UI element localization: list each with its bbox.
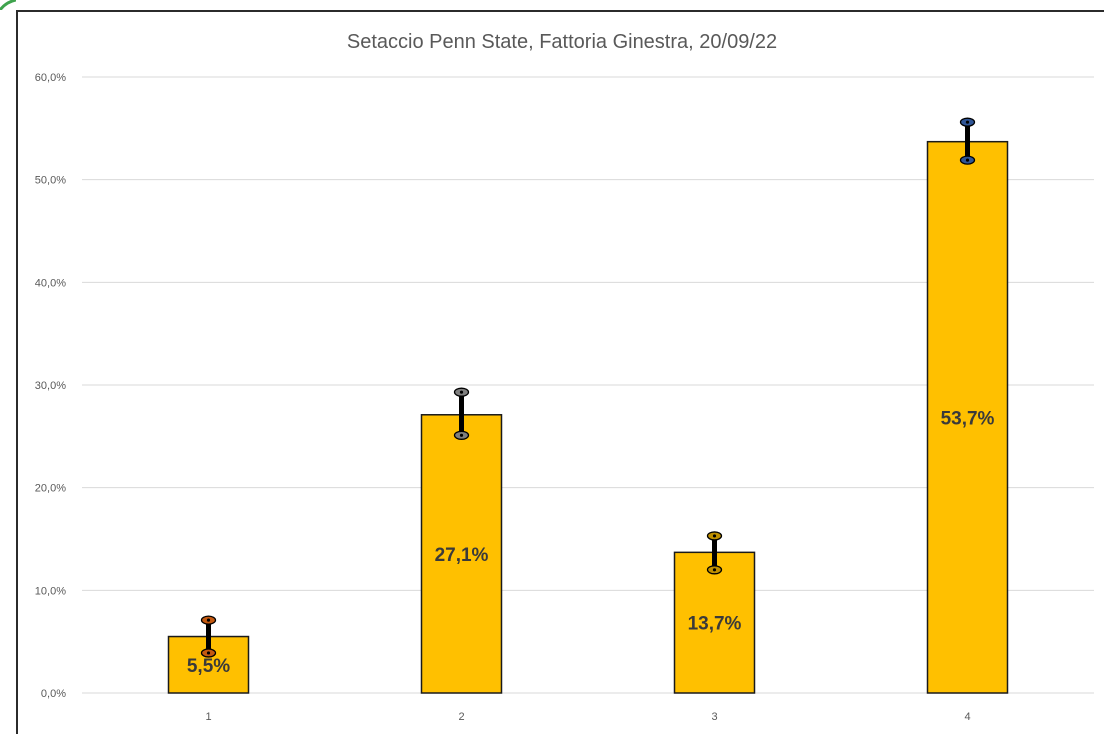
error-cap-dot <box>206 651 211 655</box>
error-cap-dot <box>965 158 970 162</box>
error-cap-dot <box>965 120 970 124</box>
data-labels: 5,5% 27,1% 13,7% 53,7% <box>187 408 995 676</box>
x-tick-label: 1 <box>205 711 211 723</box>
bars <box>167 140 1009 694</box>
data-label-1: 5,5% <box>187 656 230 677</box>
error-cap-dot <box>712 568 717 572</box>
x-tick-label: 2 <box>458 711 464 723</box>
y-tick-label: 30,0% <box>35 380 66 392</box>
error-cap-dot <box>712 534 717 538</box>
chart-frame <box>16 10 1104 734</box>
x-tick-label: 3 <box>711 711 717 723</box>
error-cap-dot <box>459 433 464 437</box>
bar-3 <box>673 551 756 694</box>
y-tick-label: 10,0% <box>35 585 66 597</box>
error-cap-dot <box>459 390 464 394</box>
corner-decoration <box>0 0 16 10</box>
y-tick-label: 40,0% <box>35 277 66 289</box>
error-cap-dot <box>206 618 211 622</box>
y-tick-label: 20,0% <box>35 483 66 495</box>
y-axis-tick-labels: 0,0% 10,0% 20,0% 30,0% 40,0% 50,0% 60,0% <box>35 72 66 700</box>
chart-title: Setaccio Penn State, Fattoria Ginestra, … <box>347 31 777 53</box>
x-axis-tick-labels: 1 2 3 4 <box>205 711 970 723</box>
bar-4 <box>926 140 1009 694</box>
x-tick-label: 4 <box>964 711 970 723</box>
y-tick-label: 50,0% <box>35 175 66 187</box>
gridlines <box>82 76 1094 694</box>
data-label-4: 53,7% <box>941 408 995 429</box>
y-tick-label: 60,0% <box>35 72 66 84</box>
bar-2 <box>420 414 503 694</box>
y-tick-label: 0,0% <box>41 688 66 700</box>
data-label-2: 27,1% <box>435 545 489 566</box>
data-label-3: 13,7% <box>688 614 742 635</box>
error-bars <box>200 117 976 658</box>
